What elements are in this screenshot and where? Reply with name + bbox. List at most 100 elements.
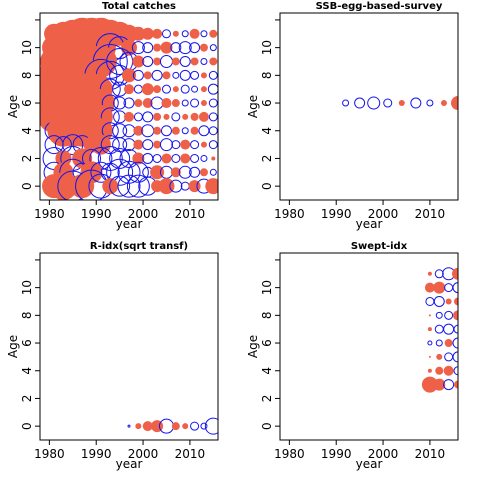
positive-residual-bubble [443, 323, 455, 335]
positive-residual-bubble [113, 96, 127, 110]
positive-residual-bubble [171, 112, 181, 122]
positive-residual-bubble [131, 41, 145, 55]
positive-residual-bubble [453, 324, 458, 334]
y-tick-label: 2 [260, 155, 274, 163]
x-tick-label: 2010 [415, 207, 446, 221]
negative-residual-bubble [190, 57, 199, 66]
x-tick-label: 1990 [321, 447, 352, 461]
panel-2: 1980 1990 2000 2010 0 2 4 6 8 10 year Age SSB-egg-ba… [246, 1, 459, 231]
negative-residual-bubble [424, 282, 435, 293]
positive-residual-bubble [169, 179, 183, 193]
negative-residual-bubble [158, 178, 175, 195]
positive-residual-bubble [452, 351, 458, 363]
negative-residual-bubble [141, 83, 154, 96]
positive-residual-bubble [208, 112, 218, 122]
positive-residual-bubble [189, 166, 201, 178]
positive-residual-bubble [159, 138, 173, 152]
negative-residual-bubble [70, 174, 95, 199]
positive-residual-bubble [190, 98, 200, 108]
y-tick-label: 8 [20, 312, 34, 320]
panel-1: 1980 1990 2000 2010 0 2 4 6 8 10 year Age Total catc… [6, 1, 219, 231]
negative-residual-bubble [153, 126, 162, 135]
y-tick-label: 0 [260, 182, 274, 190]
negative-residual-bubble [205, 178, 218, 195]
y-tick-label: 4 [20, 127, 34, 135]
positive-residual-bubble [433, 295, 445, 307]
negative-residual-bubble [131, 26, 146, 41]
positive-residual-bubble [383, 98, 393, 108]
positive-residual-bubble [101, 122, 119, 140]
positive-residual-bubble [425, 296, 435, 306]
negative-residual-bubble [180, 139, 191, 150]
positive-residual-bubble [191, 85, 199, 93]
y-tick-label: 8 [260, 312, 274, 320]
negative-residual-bubble [199, 43, 208, 52]
positive-residual-bubble [452, 337, 458, 349]
positive-residual-bubble [208, 126, 218, 136]
positive-residual-bubble [133, 112, 143, 122]
positive-residual-bubble [171, 153, 181, 163]
panel-title: R-idx(sqrt transf) [90, 241, 188, 252]
x-tick-label: 2000 [368, 207, 399, 221]
x-tick-label: 2010 [175, 447, 206, 461]
positive-residual-bubble [171, 140, 181, 150]
positive-residual-bubble [198, 125, 210, 137]
positive-residual-bubble [170, 42, 182, 54]
negative-residual-bubble [153, 112, 162, 121]
positive-residual-bubble [151, 69, 163, 81]
positive-residual-bubble [179, 55, 191, 67]
negative-residual-bubble [153, 57, 162, 66]
x-tick-label: 2000 [368, 447, 399, 461]
negative-residual-bubble [433, 378, 446, 391]
positive-residual-bubble [161, 84, 171, 94]
negative-residual-bubble [180, 153, 191, 164]
negative-residual-bubble [428, 355, 431, 358]
y-tick-label: 6 [260, 339, 274, 347]
positive-residual-bubble [180, 84, 190, 94]
positive-residual-bubble [200, 30, 208, 38]
negative-residual-bubble [398, 100, 405, 107]
negative-residual-bubble [124, 84, 134, 95]
positive-residual-bubble [181, 127, 189, 135]
positive-residual-bubble [97, 145, 123, 171]
negative-residual-bubble [55, 150, 72, 167]
negative-residual-bubble [209, 57, 218, 66]
x-tick-label: 2000 [128, 207, 159, 221]
x-axis-label: year [356, 217, 383, 231]
positive-residual-bubble [435, 339, 443, 347]
positive-residual-bubble [127, 161, 149, 183]
positive-residual-bubble [200, 154, 208, 162]
negative-residual-bubble [102, 178, 119, 195]
negative-residual-bubble [199, 168, 208, 177]
y-axis-label: Age [246, 335, 260, 358]
positive-residual-bubble [178, 165, 192, 179]
positive-residual-bubble [444, 283, 454, 293]
plot-frame [279, 252, 459, 441]
x-axis-label: year [116, 217, 143, 231]
negative-residual-bubble [133, 139, 144, 150]
plot-frame [279, 12, 459, 201]
positive-residual-bubble [207, 83, 218, 95]
negative-residual-bubble [443, 365, 454, 376]
negative-residual-bubble [433, 281, 446, 294]
plot-frame [39, 12, 219, 201]
x-tick-label: 1980 [34, 207, 65, 221]
x-axis-label: year [356, 457, 383, 471]
negative-residual-bubble [427, 368, 432, 373]
negative-residual-bubble [143, 71, 152, 80]
positive-residual-bubble [180, 181, 190, 191]
positive-residual-bubble [209, 44, 217, 52]
y-axis-label: Age [6, 95, 20, 118]
panel-title: Swept-idx [351, 241, 408, 252]
negative-residual-bubble [172, 30, 179, 37]
x-tick-label: 1990 [321, 207, 352, 221]
negative-residual-bubble [170, 167, 181, 178]
negative-residual-bubble [454, 380, 458, 389]
x-axis-label: year [116, 457, 143, 471]
y-tick-label: 6 [260, 99, 274, 107]
panel-title: SSB-egg-based-survey [316, 1, 443, 12]
positive-residual-bubble [142, 139, 154, 151]
negative-residual-bubble [160, 41, 173, 54]
y-tick-label: 10 [20, 40, 34, 55]
